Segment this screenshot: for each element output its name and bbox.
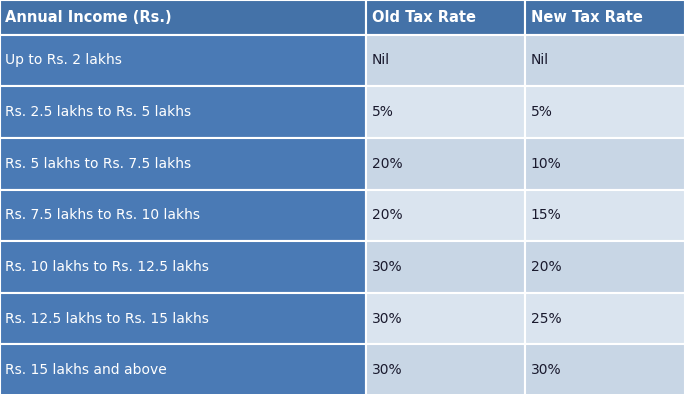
Bar	[366, 190, 525, 241]
Bar	[525, 241, 685, 293]
Text: Nil: Nil	[531, 54, 549, 67]
Bar	[525, 0, 685, 35]
Bar	[525, 190, 685, 241]
Bar	[0, 344, 366, 394]
Text: Rs. 15 lakhs and above: Rs. 15 lakhs and above	[5, 363, 167, 377]
Text: Old Tax Rate: Old Tax Rate	[372, 10, 476, 25]
Text: 30%: 30%	[531, 363, 562, 377]
Text: Rs. 10 lakhs to Rs. 12.5 lakhs: Rs. 10 lakhs to Rs. 12.5 lakhs	[5, 260, 210, 274]
Bar	[0, 0, 366, 35]
Bar	[525, 344, 685, 394]
Bar	[0, 190, 366, 241]
Bar	[366, 138, 525, 190]
Text: Rs. 5 lakhs to Rs. 7.5 lakhs: Rs. 5 lakhs to Rs. 7.5 lakhs	[5, 157, 192, 171]
Bar	[366, 241, 525, 293]
Bar	[366, 0, 525, 35]
Text: Rs. 7.5 lakhs to Rs. 10 lakhs: Rs. 7.5 lakhs to Rs. 10 lakhs	[5, 208, 201, 222]
Text: Rs. 12.5 lakhs to Rs. 15 lakhs: Rs. 12.5 lakhs to Rs. 15 lakhs	[5, 312, 210, 325]
Bar	[525, 293, 685, 344]
Text: Up to Rs. 2 lakhs: Up to Rs. 2 lakhs	[5, 54, 123, 67]
Text: 10%: 10%	[531, 157, 562, 171]
Text: 30%: 30%	[372, 363, 403, 377]
Text: 30%: 30%	[372, 312, 403, 325]
Text: 15%: 15%	[531, 208, 562, 222]
Bar	[525, 35, 685, 86]
Bar	[366, 344, 525, 394]
Text: 20%: 20%	[531, 260, 562, 274]
Bar	[525, 86, 685, 138]
Text: Annual Income (Rs.): Annual Income (Rs.)	[5, 10, 172, 25]
Text: 25%: 25%	[531, 312, 562, 325]
Text: 30%: 30%	[372, 260, 403, 274]
Bar	[366, 86, 525, 138]
Text: 20%: 20%	[372, 208, 403, 222]
Bar	[0, 293, 366, 344]
Text: Nil: Nil	[372, 54, 390, 67]
Bar	[0, 138, 366, 190]
Text: Rs. 2.5 lakhs to Rs. 5 lakhs: Rs. 2.5 lakhs to Rs. 5 lakhs	[5, 105, 192, 119]
Bar	[0, 86, 366, 138]
Bar	[366, 35, 525, 86]
Text: 20%: 20%	[372, 157, 403, 171]
Text: New Tax Rate: New Tax Rate	[531, 10, 643, 25]
Bar	[0, 241, 366, 293]
Bar	[525, 138, 685, 190]
Bar	[366, 293, 525, 344]
Text: 5%: 5%	[531, 105, 553, 119]
Bar	[0, 35, 366, 86]
Text: 5%: 5%	[372, 105, 394, 119]
